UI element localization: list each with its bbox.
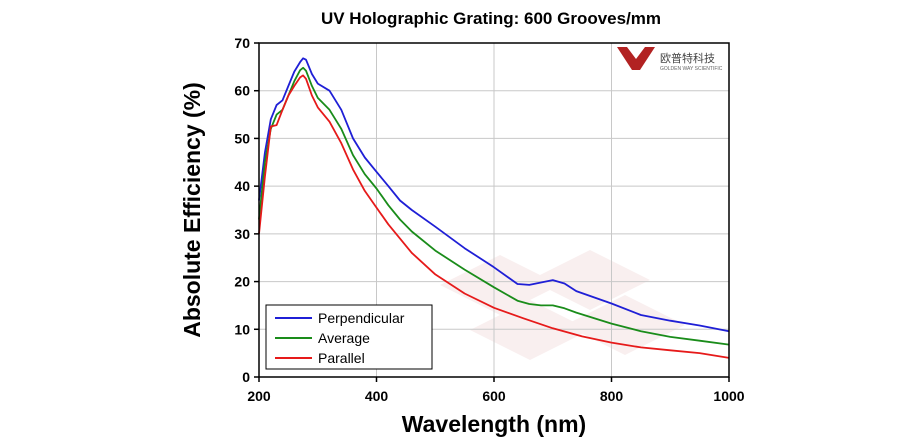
logo-mark-icon (617, 47, 655, 70)
x-tick-label: 1000 (713, 388, 744, 404)
series-line-perpendicular (258, 57, 730, 333)
x-tick-label: 200 (247, 388, 271, 404)
y-tick-label: 30 (234, 226, 250, 242)
y-tick-label: 10 (234, 321, 250, 337)
x-tick-label: 400 (365, 388, 389, 404)
series-line-parallel (258, 74, 730, 359)
series-layer (258, 57, 730, 359)
logo-text-en: GOLDEN WAY SCIENTIFIC (660, 66, 723, 72)
chart-title: UV Holographic Grating: 600 Grooves/mm (321, 9, 661, 28)
y-tick-label: 50 (234, 130, 250, 146)
x-axis-label: Wavelength (nm) (402, 411, 586, 437)
brand-logo: 欧普特科技 GOLDEN WAY SCIENTIFIC (617, 47, 723, 72)
axis-ticks: 200 400 600 800 1000 0 10 20 30 40 50 60 70 (234, 35, 744, 404)
x-tick-label: 600 (482, 388, 506, 404)
legend-label-perpendicular: Perpendicular (318, 310, 405, 326)
series-line-average (258, 66, 730, 346)
watermark (440, 250, 685, 360)
y-tick-label: 70 (234, 35, 250, 51)
legend-label-average: Average (318, 330, 370, 346)
legend: Perpendicular Average Parallel (265, 304, 433, 370)
logo-text-cn: 欧普特科技 (660, 51, 715, 65)
y-tick-label: 60 (234, 83, 250, 99)
y-axis-label: Absolute Efficiency (%) (179, 82, 205, 338)
y-tick-label: 20 (234, 274, 250, 290)
y-tick-label: 40 (234, 178, 250, 194)
y-tick-label: 0 (242, 369, 250, 385)
legend-label-parallel: Parallel (318, 350, 365, 366)
x-tick-label: 800 (600, 388, 624, 404)
